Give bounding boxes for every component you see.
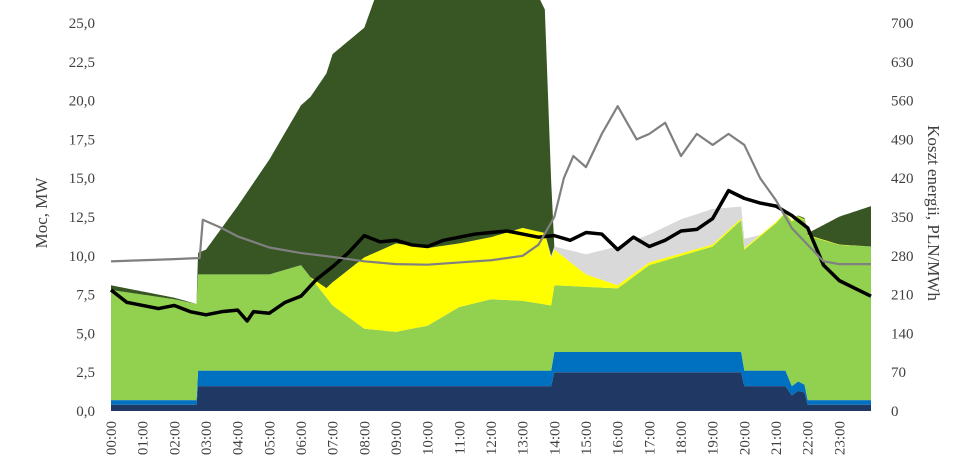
x-tick-label: 13:00: [516, 421, 532, 455]
x-tick-label: 12:00: [484, 421, 500, 455]
left-tick-label: 15,0: [69, 171, 95, 187]
right-tick-label: 630: [891, 55, 914, 71]
power-line: [109, 188, 872, 323]
x-tick-label: 15:00: [579, 421, 595, 455]
x-tick-label: 23:00: [832, 421, 848, 455]
x-tick-label: 00:00: [104, 421, 120, 455]
right-axis-title: Koszt energii, PLN/MWh: [924, 125, 943, 301]
x-tick-label: 02:00: [167, 421, 183, 455]
left-tick-label: 22,5: [69, 55, 95, 71]
x-tick-label: 08:00: [357, 421, 373, 455]
right-tick-label: 140: [891, 326, 914, 342]
right-tick-label: 70: [891, 365, 906, 381]
right-tick-label: 490: [891, 132, 914, 148]
x-tick-label: 05:00: [262, 421, 278, 455]
left-tick-label: 2,5: [76, 365, 95, 381]
right-axis-ticks: 0 70 140 210 280 350 420 490 560 630 700: [891, 16, 914, 420]
right-tick-label: 210: [891, 288, 914, 304]
left-tick-label: 10,0: [69, 249, 95, 265]
x-tick-label: 10:00: [421, 421, 437, 455]
left-tick-label: 25,0: [69, 16, 95, 32]
left-tick-label: 20,0: [69, 94, 95, 110]
x-tick-label: 04:00: [231, 421, 247, 455]
right-tick-label: 700: [891, 16, 914, 32]
left-tick-label: 12,5: [69, 210, 95, 226]
area-series-6: [111, 0, 871, 304]
area-series-2: [111, 352, 871, 405]
x-tick-label: 20:00: [737, 421, 753, 455]
x-axis-ticks: 00:00 01:00 02:00 03:00 04:00 05:00 06:00 07:00…: [104, 421, 848, 455]
left-axis-title: Moc, MW: [32, 177, 51, 249]
x-tick-label: 22:00: [801, 421, 817, 455]
x-tick-label: 06:00: [294, 421, 310, 455]
x-tick-label: 21:00: [769, 421, 785, 455]
left-axis-ticks: 0,0 2,5 5,0 7,5 10,0 12,5 15,0 17,5 20,0 22,5 25,0: [69, 16, 95, 420]
x-tick-label: 19:00: [706, 421, 722, 455]
left-tick-label: 17,5: [69, 132, 95, 148]
series-lines: [109, 105, 872, 323]
right-tick-label: 420: [891, 171, 914, 187]
right-tick-label: 0: [891, 404, 899, 420]
left-tick-label: 5,0: [76, 326, 95, 342]
cost-line: [110, 105, 871, 266]
x-tick-label: 18:00: [674, 421, 690, 455]
x-tick-label: 01:00: [136, 421, 152, 455]
right-tick-label: 560: [891, 94, 914, 110]
x-tick-label: 14:00: [547, 421, 563, 455]
right-tick-label: 350: [891, 210, 914, 226]
left-tick-label: 7,5: [76, 288, 95, 304]
left-tick-label: 0,0: [76, 404, 95, 420]
x-tick-label: 03:00: [199, 421, 215, 455]
area-series-4: [111, 211, 871, 332]
right-tick-label: 280: [891, 249, 914, 265]
x-tick-label: 07:00: [326, 421, 342, 455]
x-tick-label: 09:00: [389, 421, 405, 455]
x-tick-label: 11:00: [452, 421, 468, 455]
x-tick-label: 17:00: [642, 421, 658, 455]
area-series-1: [111, 372, 871, 411]
x-tick-label: 16:00: [611, 421, 627, 455]
area-series-3: [111, 212, 871, 401]
